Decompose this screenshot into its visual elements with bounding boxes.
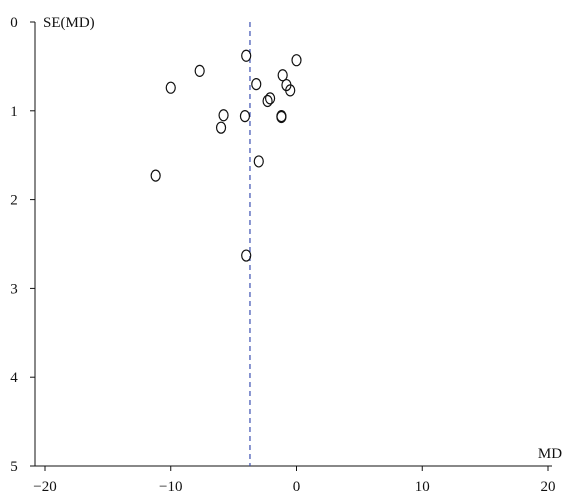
data-point — [264, 92, 276, 105]
x-tick-label: −10 — [159, 479, 182, 495]
x-tick-label: −20 — [33, 479, 56, 495]
data-point — [239, 110, 251, 123]
data-point — [262, 94, 273, 108]
data-point — [150, 169, 161, 182]
data-point — [291, 54, 302, 67]
x-tick-label: 0 — [293, 479, 301, 495]
data-point — [251, 78, 262, 91]
x-tick-label: 10 — [415, 479, 430, 495]
y-tick-label: 0 — [10, 15, 18, 31]
y-tick-label: 5 — [10, 459, 18, 475]
y-tick-label: 1 — [10, 104, 18, 120]
data-point — [276, 110, 287, 124]
data-point — [285, 84, 296, 97]
y-tick-label: 3 — [10, 281, 18, 297]
x-axis-title: MD — [538, 446, 562, 462]
data-point — [241, 49, 252, 62]
data-point — [253, 155, 264, 168]
data-point — [277, 69, 288, 82]
data-point — [218, 109, 229, 122]
data-point — [215, 121, 227, 134]
y-axis-title: SE(MD) — [43, 15, 95, 31]
data-point — [241, 249, 252, 262]
data-point — [194, 64, 205, 77]
y-tick-label: 4 — [10, 370, 18, 386]
data-point — [165, 81, 176, 94]
y-tick-label: 2 — [10, 193, 18, 209]
data-points — [150, 49, 302, 262]
x-tick-label: 20 — [541, 479, 556, 495]
axes: 0 1 2 3 4 5 −20 −10 0 10 20 — [10, 15, 555, 495]
